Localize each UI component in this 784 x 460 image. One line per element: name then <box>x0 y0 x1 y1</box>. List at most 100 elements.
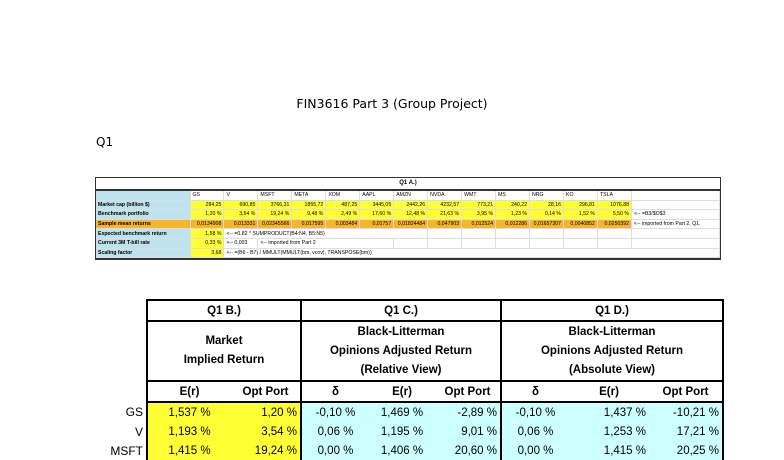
value-cell[interactable]: -10,21 % <box>649 402 724 422</box>
value-cell[interactable]: 296,81 <box>563 200 598 211</box>
value-cell[interactable]: 28,16 <box>529 200 564 211</box>
value-cell[interactable]: 1,415 % <box>569 441 649 460</box>
value-cell[interactable]: 3,54 % <box>231 422 302 441</box>
value-cell[interactable]: 4232,57 <box>427 200 463 211</box>
value-cell[interactable]: 3,54 % <box>223 209 259 220</box>
value-cell[interactable]: 5,50 % <box>597 209 633 220</box>
value-cell[interactable]: 1,20 % <box>190 209 225 220</box>
tbill-row: Current 3M T-bill rate 0,33 % <-- 0,003 … <box>96 238 720 249</box>
scaling-factor-row: Scaling factor 3,68 <-- =(B6 - B7) / MMU… <box>96 248 720 259</box>
value-cell[interactable]: 1,52 % <box>563 209 598 220</box>
value-cell[interactable]: 0,33 % <box>190 238 225 249</box>
value-cell[interactable]: 3,95 % <box>461 209 497 220</box>
ticker-cell: NVDA <box>427 191 463 201</box>
value-cell[interactable]: 0,00 % <box>501 441 569 460</box>
value-cell[interactable]: 19,24 % <box>231 441 302 460</box>
desc-line: Market <box>205 335 243 347</box>
col-header: Opt Port <box>231 381 302 403</box>
value-cell[interactable]: 1,58 % <box>190 228 225 239</box>
value-cell[interactable]: 0,02345566 <box>257 219 293 230</box>
ticker-cell: AAPL <box>359 191 395 201</box>
value-cell[interactable]: 1,193 % <box>147 422 231 441</box>
value-cell[interactable]: 19,24 % <box>257 209 293 220</box>
desc-line: Black-Litterman <box>568 325 656 338</box>
value-cell[interactable]: 20,25 % <box>649 441 724 460</box>
note-cell: <-- =B3/$O$3 <box>631 209 720 220</box>
value-cell[interactable]: 0,0040852 <box>563 219 598 230</box>
value-cell[interactable]: 1,537 % <box>147 402 231 422</box>
value-cell[interactable]: -0,10 % <box>301 402 369 422</box>
value-cell[interactable]: 690,85 <box>223 200 259 211</box>
section-desc-d: Black-Litterman Opinions Adjusted Return… <box>500 320 724 382</box>
value-cell[interactable]: 1,253 % <box>569 422 649 441</box>
value-cell[interactable]: 0,0250392 <box>597 219 633 230</box>
value-cell[interactable]: 0,003484 <box>325 219 361 230</box>
value-cell[interactable]: 1,469 % <box>369 402 435 422</box>
value-cell[interactable]: 0,00 % <box>301 441 369 460</box>
desc-line: Opinions Adjusted Return <box>329 344 473 357</box>
value-cell[interactable]: 1076,88 <box>597 200 633 211</box>
ticker-cell: MS <box>495 191 531 201</box>
value-cell[interactable]: 0,047903 <box>427 219 463 230</box>
desc-line: Implied Return <box>183 354 265 366</box>
ticker-cell: V <box>223 191 259 201</box>
value-cell[interactable]: 2442,26 <box>393 200 429 211</box>
value-cell[interactable]: 2,49 % <box>325 209 361 220</box>
row-label: Expected benchmark return <box>96 228 191 239</box>
value-cell[interactable]: 20,60 % <box>435 441 502 460</box>
value-cell[interactable]: 3,68 <box>190 248 225 259</box>
row-label: Benchmark portfolio <box>96 209 191 220</box>
value-cell[interactable]: 0,01824484 <box>393 219 429 230</box>
value-cell[interactable]: -0,10 % <box>501 402 569 422</box>
section-desc-b: Market Implied Return <box>146 320 302 382</box>
formula-note-2: <-- imported from Part 2 <box>257 238 395 249</box>
note-cell: <-- imported from Part 2, Q1. <box>631 219 720 230</box>
value-cell[interactable]: 1855,72 <box>291 200 327 211</box>
value-cell[interactable]: 17,21 % <box>649 422 724 441</box>
ticker-cell: WMT <box>461 191 497 201</box>
value-cell[interactable]: 1,20 % <box>231 402 302 422</box>
ticker-cell: AMZN <box>393 191 429 201</box>
value-cell[interactable]: 0,01657307 <box>529 219 564 230</box>
value-cell[interactable]: 9,01 % <box>435 422 502 441</box>
value-cell[interactable]: 1,415 % <box>147 441 231 460</box>
value-cell[interactable]: 0,013331 <box>223 219 259 230</box>
value-cell[interactable]: 487,25 <box>325 200 361 211</box>
corner-cell <box>96 191 191 201</box>
ticker-cell: META <box>291 191 327 201</box>
value-cell[interactable]: 17,60 % <box>359 209 395 220</box>
value-cell[interactable]: 3445,05 <box>359 200 395 211</box>
col-header: E(r) <box>147 381 231 403</box>
value-cell[interactable]: 0,017595 <box>291 219 327 230</box>
market-cap-row: Market cap (billion $) 284,25 690,85 376… <box>96 200 720 211</box>
value-cell[interactable]: 21,63 % <box>427 209 463 220</box>
value-cell[interactable]: 12,48 % <box>393 209 429 220</box>
value-cell[interactable]: 0,06 % <box>501 422 569 441</box>
col-header: Opt Port <box>435 381 502 403</box>
value-cell[interactable]: -2,89 % <box>435 402 502 422</box>
ticker-label: GS <box>96 402 148 422</box>
ticker-row: GS V MSFT META XOM AAPL AMZN NVDA WMT MS… <box>96 191 720 201</box>
value-cell[interactable]: 0,012286 <box>495 219 531 230</box>
value-cell[interactable]: 9,48 % <box>291 209 327 220</box>
value-cell[interactable]: 0,012524 <box>461 219 497 230</box>
desc-line: Black-Litterman <box>357 325 445 338</box>
value-cell[interactable]: 1,195 % <box>369 422 435 441</box>
desc-line: Opinions Adjusted Return <box>540 344 684 357</box>
ticker-cell: XOM <box>325 191 361 201</box>
value-cell[interactable]: 0,06 % <box>301 422 369 441</box>
value-cell[interactable]: 1,406 % <box>369 441 435 460</box>
value-cell[interactable]: 240,22 <box>495 200 531 211</box>
value-cell[interactable]: 284,25 <box>190 200 225 211</box>
value-cell[interactable]: 0,01757 <box>359 219 395 230</box>
benchmark-row: Benchmark portfolio 1,20 % 3,54 % 19,24 … <box>96 209 720 220</box>
value-cell[interactable]: 1,437 % <box>569 402 649 422</box>
value-cell[interactable]: 0,0134908 <box>190 219 225 230</box>
expected-benchmark-row: Expected benchmark return 1,58 % <-- =0,… <box>96 228 720 239</box>
value-cell[interactable]: 1,23 % <box>495 209 531 220</box>
value-cell[interactable]: 3766,31 <box>257 200 293 211</box>
note-cell <box>631 200 720 211</box>
value-cell[interactable]: 773,21 <box>461 200 497 211</box>
value-cell[interactable]: 0,14 % <box>529 209 564 220</box>
table-row: MSFT 1,415 % 19,24 % 0,00 % 1,406 % 20,6… <box>96 441 724 460</box>
